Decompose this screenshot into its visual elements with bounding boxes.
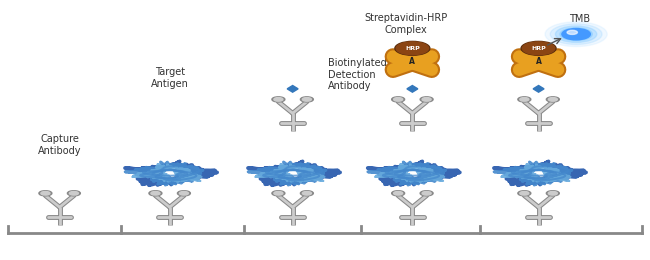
Circle shape bbox=[39, 191, 52, 196]
Circle shape bbox=[520, 98, 529, 101]
Text: Target
Antigen: Target Antigen bbox=[151, 67, 188, 89]
Circle shape bbox=[70, 191, 79, 195]
Text: HRP: HRP bbox=[531, 46, 546, 51]
Circle shape bbox=[555, 26, 597, 42]
Circle shape bbox=[41, 191, 50, 195]
Circle shape bbox=[302, 98, 311, 101]
Circle shape bbox=[560, 28, 592, 41]
Circle shape bbox=[545, 22, 607, 47]
Circle shape bbox=[179, 191, 188, 195]
Circle shape bbox=[300, 191, 313, 196]
Circle shape bbox=[549, 191, 557, 195]
Circle shape bbox=[521, 41, 556, 55]
Circle shape bbox=[300, 97, 313, 102]
Circle shape bbox=[518, 191, 531, 196]
Text: A: A bbox=[410, 57, 415, 66]
Circle shape bbox=[420, 191, 433, 196]
Circle shape bbox=[272, 97, 285, 102]
Text: Streptavidin-HRP
Complex: Streptavidin-HRP Complex bbox=[364, 13, 448, 35]
Polygon shape bbox=[407, 86, 418, 92]
Circle shape bbox=[523, 42, 554, 55]
Circle shape bbox=[392, 191, 404, 196]
Text: A: A bbox=[536, 57, 541, 66]
Circle shape bbox=[547, 191, 559, 196]
Circle shape bbox=[274, 191, 283, 195]
Polygon shape bbox=[533, 86, 544, 92]
Circle shape bbox=[549, 98, 557, 101]
Text: TMB: TMB bbox=[569, 14, 590, 24]
Circle shape bbox=[68, 191, 81, 196]
Text: HRP: HRP bbox=[405, 46, 420, 51]
Circle shape bbox=[562, 29, 590, 40]
Circle shape bbox=[396, 42, 428, 55]
Circle shape bbox=[272, 191, 285, 196]
Circle shape bbox=[422, 98, 431, 101]
Circle shape bbox=[394, 98, 402, 101]
Circle shape bbox=[151, 191, 160, 195]
Text: Capture
Antibody: Capture Antibody bbox=[38, 134, 81, 156]
Circle shape bbox=[520, 191, 529, 195]
Circle shape bbox=[547, 97, 559, 102]
Text: Biotinylated
Detection
Antibody: Biotinylated Detection Antibody bbox=[328, 58, 387, 92]
Circle shape bbox=[149, 191, 162, 196]
Circle shape bbox=[395, 41, 430, 55]
Circle shape bbox=[567, 30, 577, 34]
Circle shape bbox=[392, 97, 404, 102]
Circle shape bbox=[274, 98, 283, 101]
Circle shape bbox=[422, 191, 431, 195]
Polygon shape bbox=[287, 86, 298, 92]
Circle shape bbox=[177, 191, 190, 196]
Circle shape bbox=[302, 191, 311, 195]
Circle shape bbox=[420, 97, 433, 102]
Circle shape bbox=[394, 191, 402, 195]
Circle shape bbox=[551, 24, 602, 44]
Circle shape bbox=[518, 97, 531, 102]
